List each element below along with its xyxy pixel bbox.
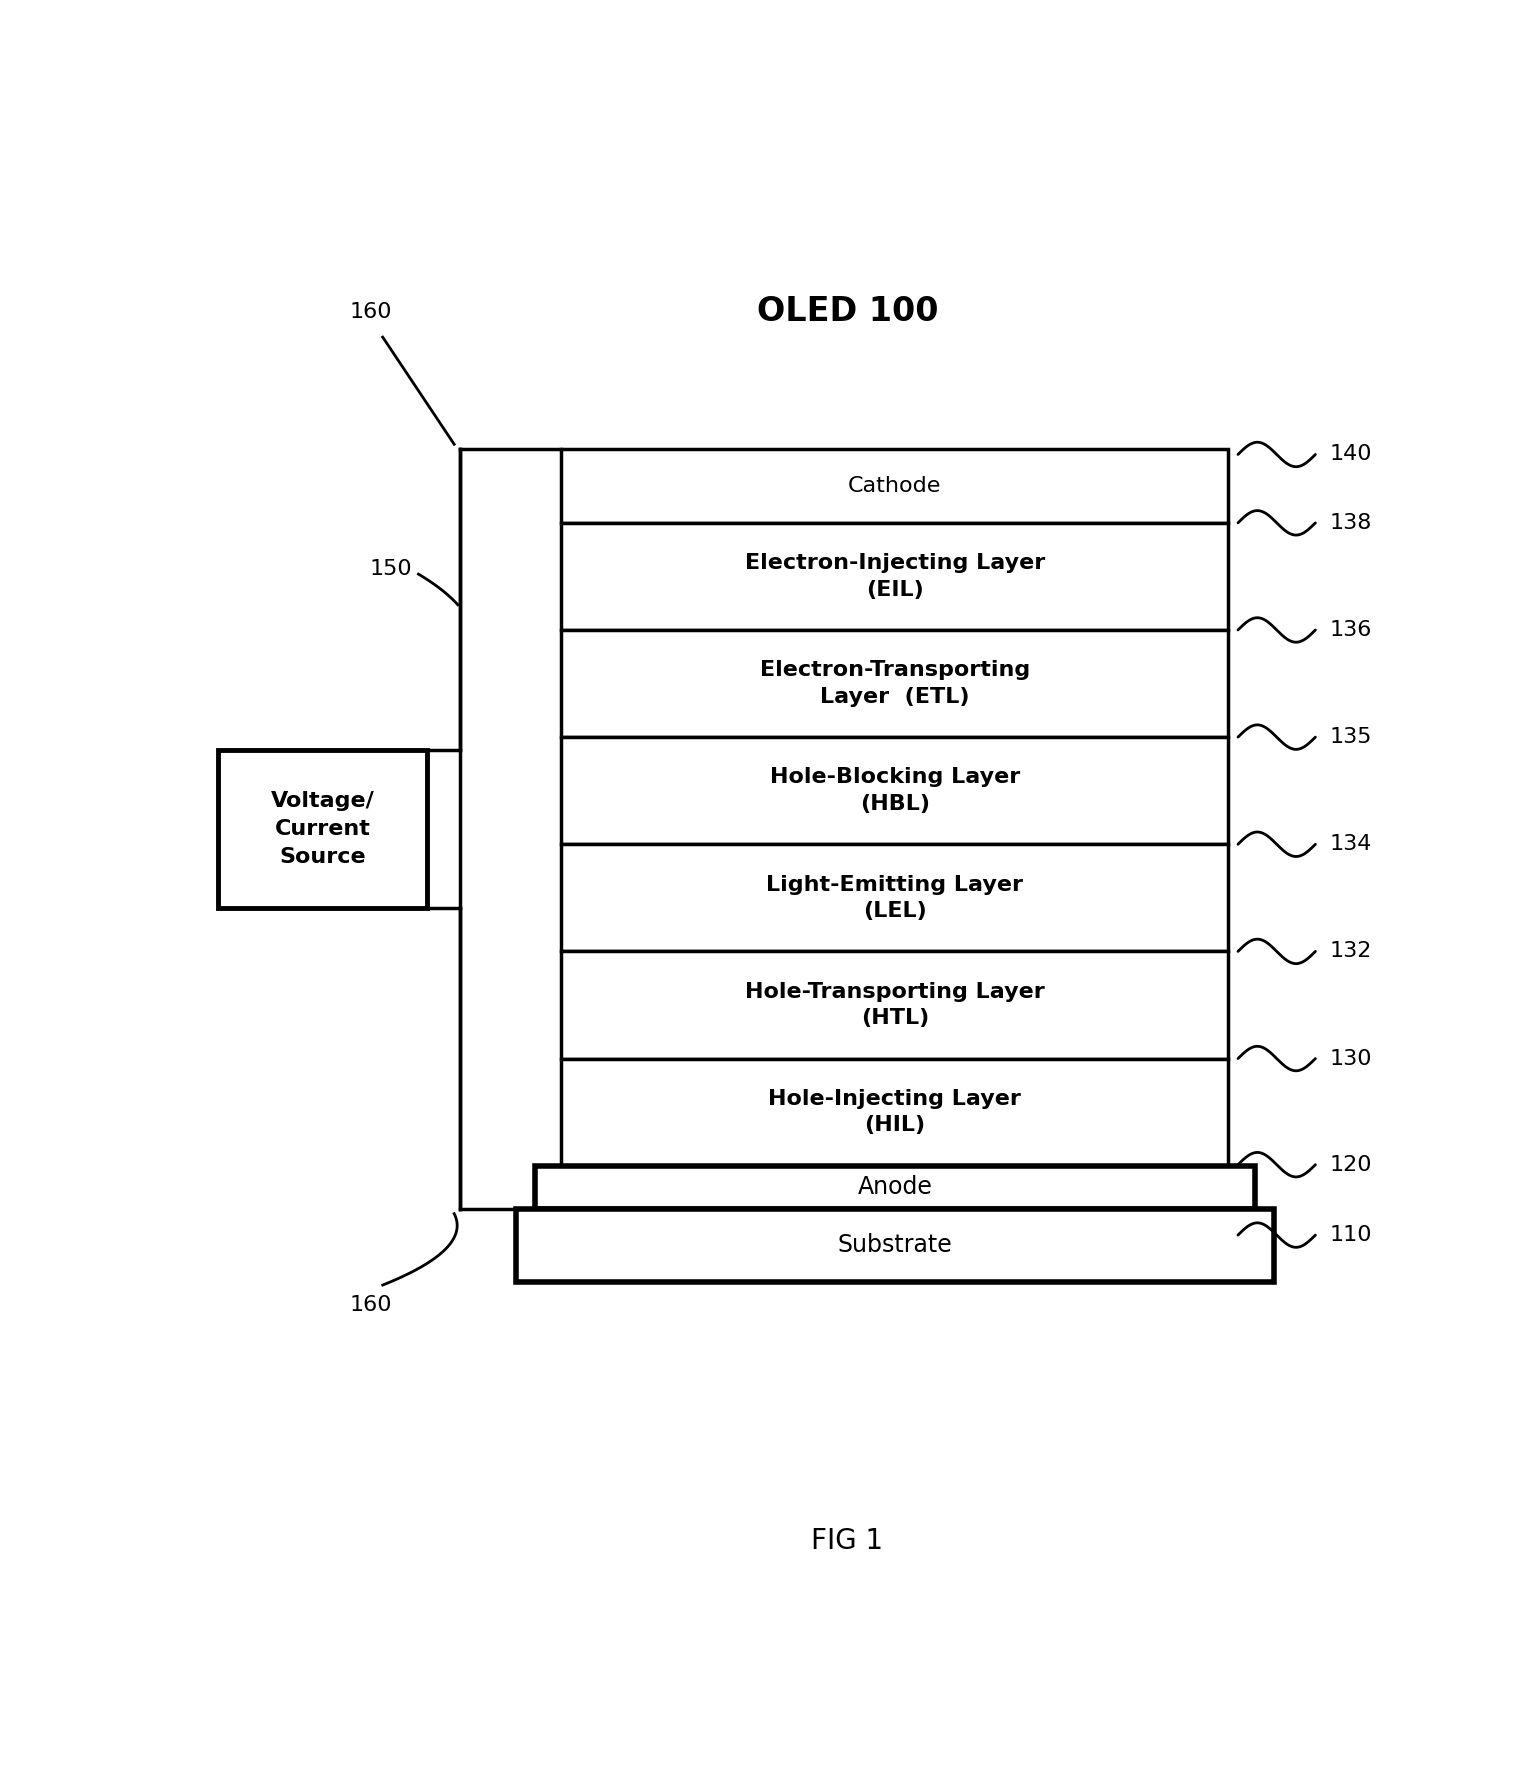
Text: Electron-Injecting Layer
(EIL): Electron-Injecting Layer (EIL) bbox=[745, 553, 1045, 599]
Text: 135: 135 bbox=[1330, 726, 1373, 748]
Bar bbox=[218, 750, 427, 909]
Bar bbox=[561, 844, 1228, 952]
Bar bbox=[561, 449, 1228, 522]
Text: 110: 110 bbox=[1330, 1225, 1373, 1245]
Text: 138: 138 bbox=[1330, 513, 1373, 533]
Text: 130: 130 bbox=[1330, 1048, 1373, 1068]
Bar bbox=[561, 737, 1228, 844]
Bar bbox=[561, 522, 1228, 630]
Text: 132: 132 bbox=[1330, 941, 1373, 961]
Text: OLED 100: OLED 100 bbox=[756, 295, 938, 327]
Text: Substrate: Substrate bbox=[838, 1233, 953, 1258]
Bar bbox=[561, 952, 1228, 1059]
Text: Cathode: Cathode bbox=[848, 476, 942, 496]
Text: 140: 140 bbox=[1330, 444, 1373, 465]
Bar bbox=[535, 1166, 1254, 1209]
Text: Hole-Injecting Layer
(HIL): Hole-Injecting Layer (HIL) bbox=[768, 1090, 1022, 1136]
Text: 160: 160 bbox=[349, 302, 392, 322]
Text: Hole-Transporting Layer
(HTL): Hole-Transporting Layer (HTL) bbox=[745, 982, 1045, 1029]
Text: Light-Emitting Layer
(LEL): Light-Emitting Layer (LEL) bbox=[767, 875, 1024, 921]
Text: Voltage/
Current
Source: Voltage/ Current Source bbox=[271, 791, 375, 868]
Text: 136: 136 bbox=[1330, 621, 1373, 640]
Bar bbox=[561, 1059, 1228, 1166]
Text: Hole-Blocking Layer
(HBL): Hole-Blocking Layer (HBL) bbox=[770, 767, 1021, 814]
Text: Anode: Anode bbox=[858, 1175, 933, 1199]
Text: 120: 120 bbox=[1330, 1154, 1373, 1175]
Bar bbox=[561, 630, 1228, 737]
Bar bbox=[516, 1209, 1274, 1283]
Text: FIG 1: FIG 1 bbox=[812, 1528, 884, 1555]
Text: 134: 134 bbox=[1330, 834, 1373, 855]
Text: 160: 160 bbox=[349, 1295, 392, 1315]
Text: 150: 150 bbox=[370, 558, 412, 580]
Text: Electron-Transporting
Layer  (ETL): Electron-Transporting Layer (ETL) bbox=[759, 660, 1030, 707]
